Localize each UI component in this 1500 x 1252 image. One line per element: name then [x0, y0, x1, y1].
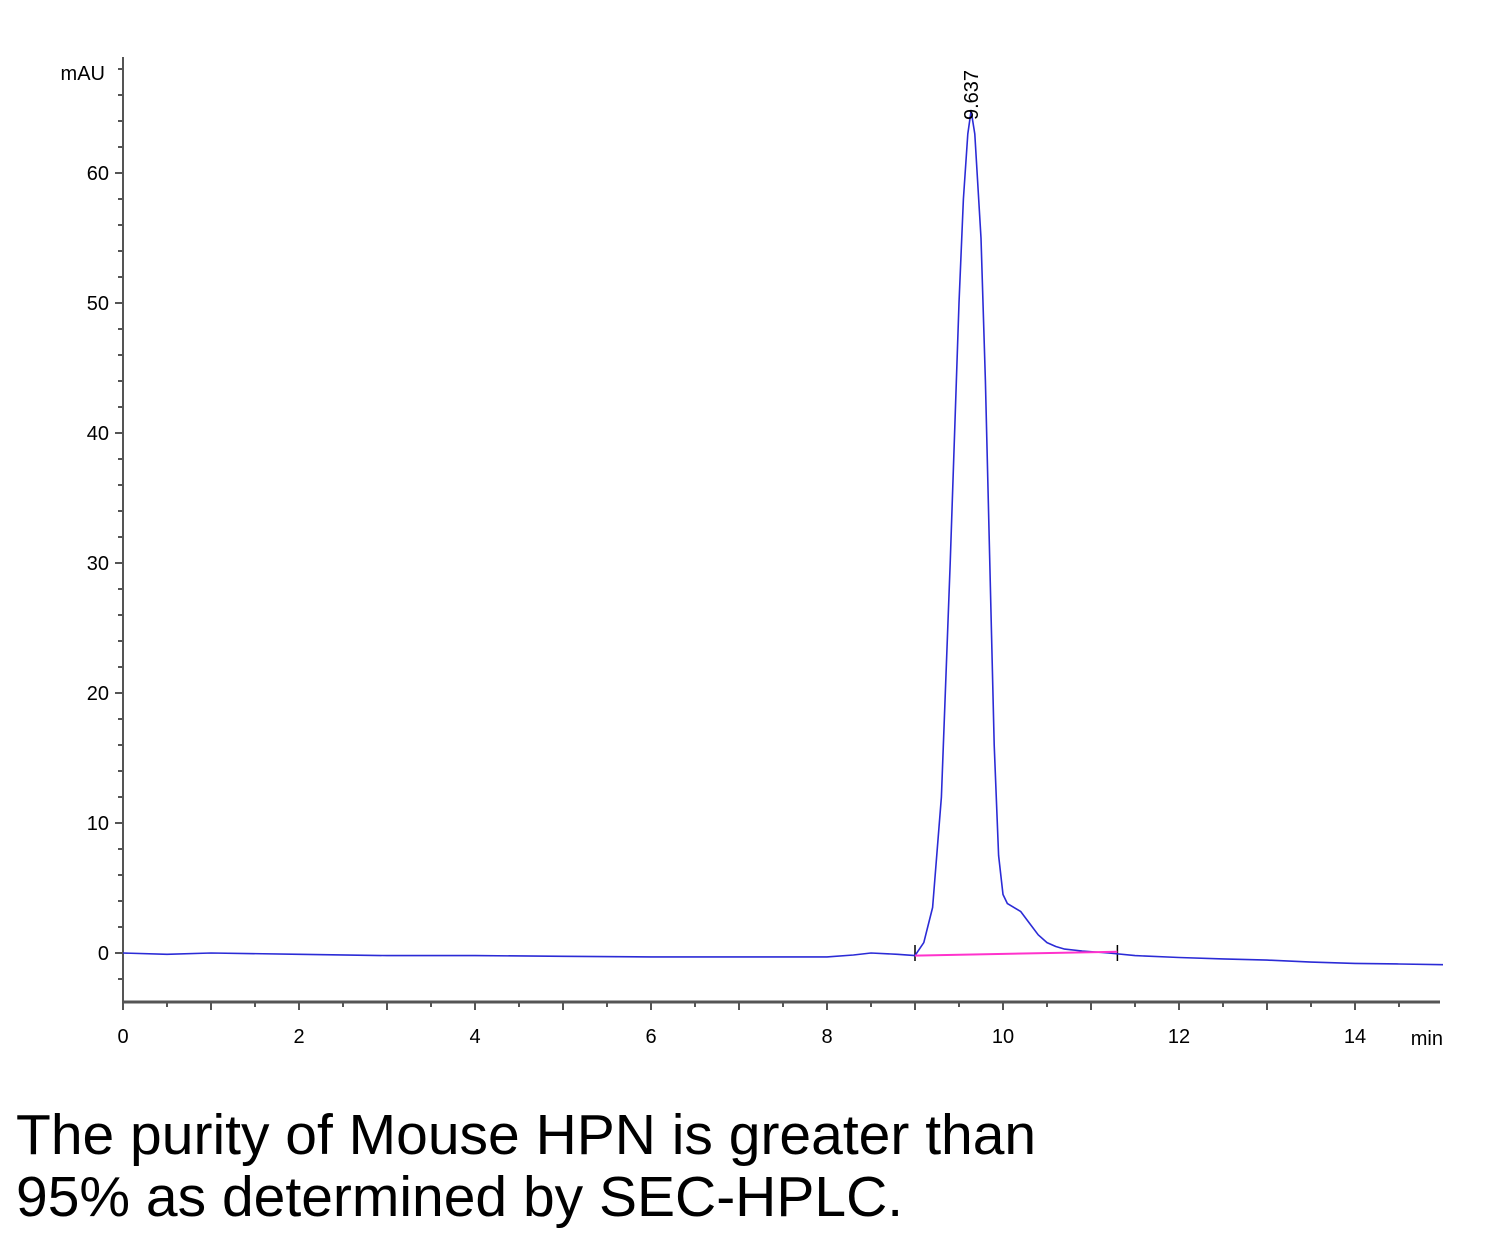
annotations: 9.637: [961, 70, 983, 120]
x-tick-label: 4: [469, 1026, 480, 1048]
caption: The purity of Mouse HPN is greater than …: [16, 1104, 1476, 1228]
y-tick-label: 20: [87, 683, 109, 705]
x-tick-label: 10: [992, 1026, 1014, 1048]
y-tick-label: 50: [87, 293, 109, 315]
x-tick-label: 12: [1168, 1026, 1190, 1048]
y-tick-label: 40: [87, 423, 109, 445]
x-axis-ticks: 0 2 4 6 8 10 12 14: [117, 1002, 1400, 1048]
y-axis-ticks: 0 10 20 30 40 50 60: [87, 68, 123, 980]
x-tick-label: 0: [117, 1026, 128, 1048]
y-tick-label: 0: [98, 943, 109, 965]
y-tick-label: 60: [87, 163, 109, 185]
x-tick-label: 14: [1344, 1026, 1366, 1048]
caption-line-2: 95% as determined by SEC-HPLC.: [16, 1165, 904, 1229]
baseline-trace: [914, 950, 1118, 957]
x-tick-label: 6: [645, 1026, 656, 1048]
x-axis-label: min: [1411, 1028, 1443, 1050]
series-layer: [122, 109, 1444, 966]
y-tick-label: 10: [87, 813, 109, 835]
x-tick-label: 2: [293, 1026, 304, 1048]
integration-marks: [914, 945, 1119, 961]
caption-line-1: The purity of Mouse HPN is greater than: [16, 1103, 1037, 1167]
chromatogram-chart: 0 10 20 30 40 50 60 0 2 4 6 8 10 12 14 mAU min 9.637: [61, 57, 1444, 1050]
signal-trace: [122, 109, 1444, 966]
y-tick-label: 30: [87, 553, 109, 575]
peak-label: 9.637: [961, 70, 983, 120]
x-tick-label: 8: [821, 1026, 832, 1048]
y-axis-label: mAU: [61, 63, 105, 85]
